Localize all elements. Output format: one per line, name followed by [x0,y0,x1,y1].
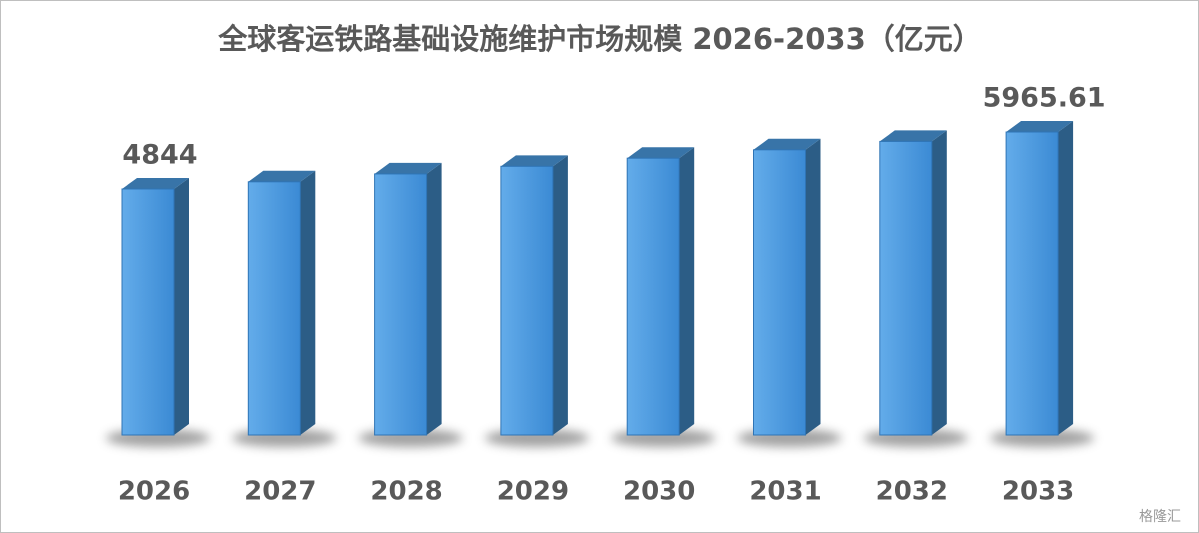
x-tick-label: 2031 [749,477,821,507]
bar [374,173,428,436]
data-label: 4844 [122,139,197,170]
x-tick-label: 2029 [497,477,569,507]
bar-top [753,138,821,150]
bar-top [122,177,189,189]
x-tick-label: 2027 [244,477,316,507]
bar [121,188,175,436]
bar [500,165,554,436]
data-label: 5965.61 [983,83,1106,114]
bar-top [248,170,316,182]
x-tick-label: 2030 [623,477,695,507]
bar-side [552,155,568,435]
bar-side [174,177,189,435]
bar-side [679,147,695,435]
bar-top [1006,121,1074,132]
bar [879,140,933,436]
chart-title: 全球客运铁路基础设施维护市场规模 2026-2033（亿元） [217,22,982,56]
bar [753,149,806,436]
x-tick-label: 2028 [370,477,442,507]
bar-side [805,138,821,436]
bar-side [300,170,316,435]
bar-side [931,130,947,435]
bar-top [627,147,695,159]
bar-top [879,130,947,142]
x-tick-label: 2032 [876,477,948,507]
x-tick-label: 2026 [118,477,190,507]
bar [247,181,301,436]
bar [626,157,680,436]
watermark: 格隆汇 [1139,509,1181,525]
bar-top [374,162,442,174]
x-tick-label: 2033 [1002,477,1074,507]
bar-top [500,155,568,167]
bar-side [1058,121,1074,435]
bar-side [426,162,442,435]
bar [1005,131,1059,436]
